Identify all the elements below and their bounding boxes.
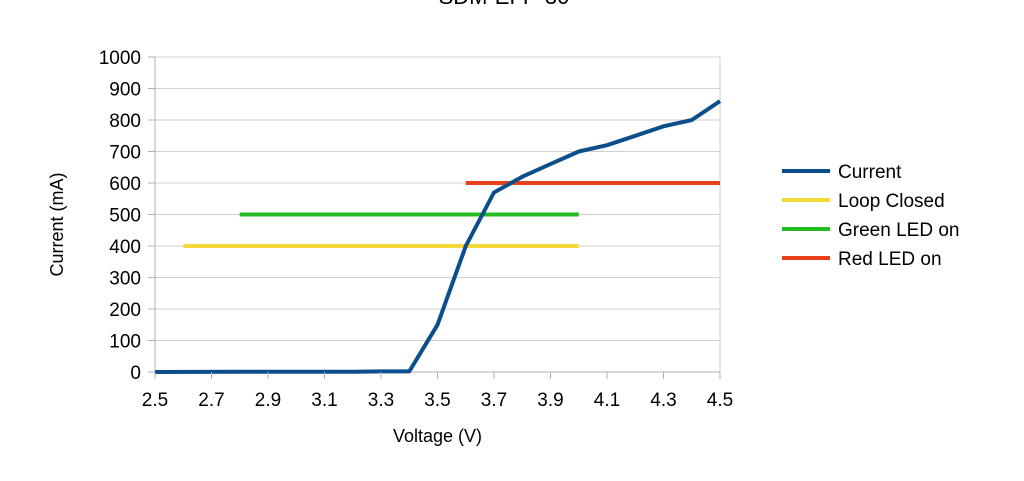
x-axis-ticks: 2.5 2.7 2.9 3.1 3.3 3.5 3.7 3.9 4.1 4.3 4.5 [142, 372, 733, 411]
y-tick-label: 200 [109, 300, 141, 321]
x-tick-label: 3.3 [368, 390, 394, 411]
x-tick-label: 4.1 [594, 390, 620, 411]
y-axis-ticks: 0 100 200 300 400 500 600 700 800 900 1000 [99, 48, 155, 384]
y-tick-label: 900 [109, 80, 141, 101]
y-tick-label: 0 [130, 363, 141, 384]
x-tick-label: 2.9 [255, 390, 281, 411]
x-tick-label: 4.3 [650, 390, 676, 411]
y-tick-label: 500 [109, 206, 141, 227]
y-axis-title: Current (mA) [47, 172, 67, 276]
series-layer [154, 99, 722, 374]
legend-label-red-led-on: Red LED on [838, 249, 942, 270]
legend-label-green-led-on: Green LED on [838, 220, 959, 241]
legend: Current Loop Closed Green LED on Red LED on [782, 162, 959, 270]
y-tick-label: 400 [109, 237, 141, 258]
y-tick-label: 600 [109, 174, 141, 195]
x-tick-label: 2.5 [142, 390, 168, 411]
y-tick-label: 700 [109, 143, 141, 164]
y-tick-label: 1000 [99, 48, 141, 69]
x-tick-label: 3.7 [481, 390, 507, 411]
series-line-current [154, 99, 722, 374]
y-tick-label: 100 [109, 332, 141, 353]
chart-title: SDM-EFP-30 [439, 0, 570, 9]
x-tick-label: 4.5 [707, 390, 733, 411]
x-tick-label: 3.5 [424, 390, 450, 411]
x-tick-label: 3.9 [537, 390, 563, 411]
x-tick-label: 3.1 [311, 390, 337, 411]
x-tick-label: 2.7 [198, 390, 224, 411]
y-tick-label: 300 [109, 269, 141, 290]
y-tick-label: 800 [109, 111, 141, 132]
legend-label-loop-closed: Loop Closed [838, 191, 945, 212]
legend-label-current: Current [838, 162, 902, 183]
x-axis-title: Voltage (V) [393, 426, 482, 446]
